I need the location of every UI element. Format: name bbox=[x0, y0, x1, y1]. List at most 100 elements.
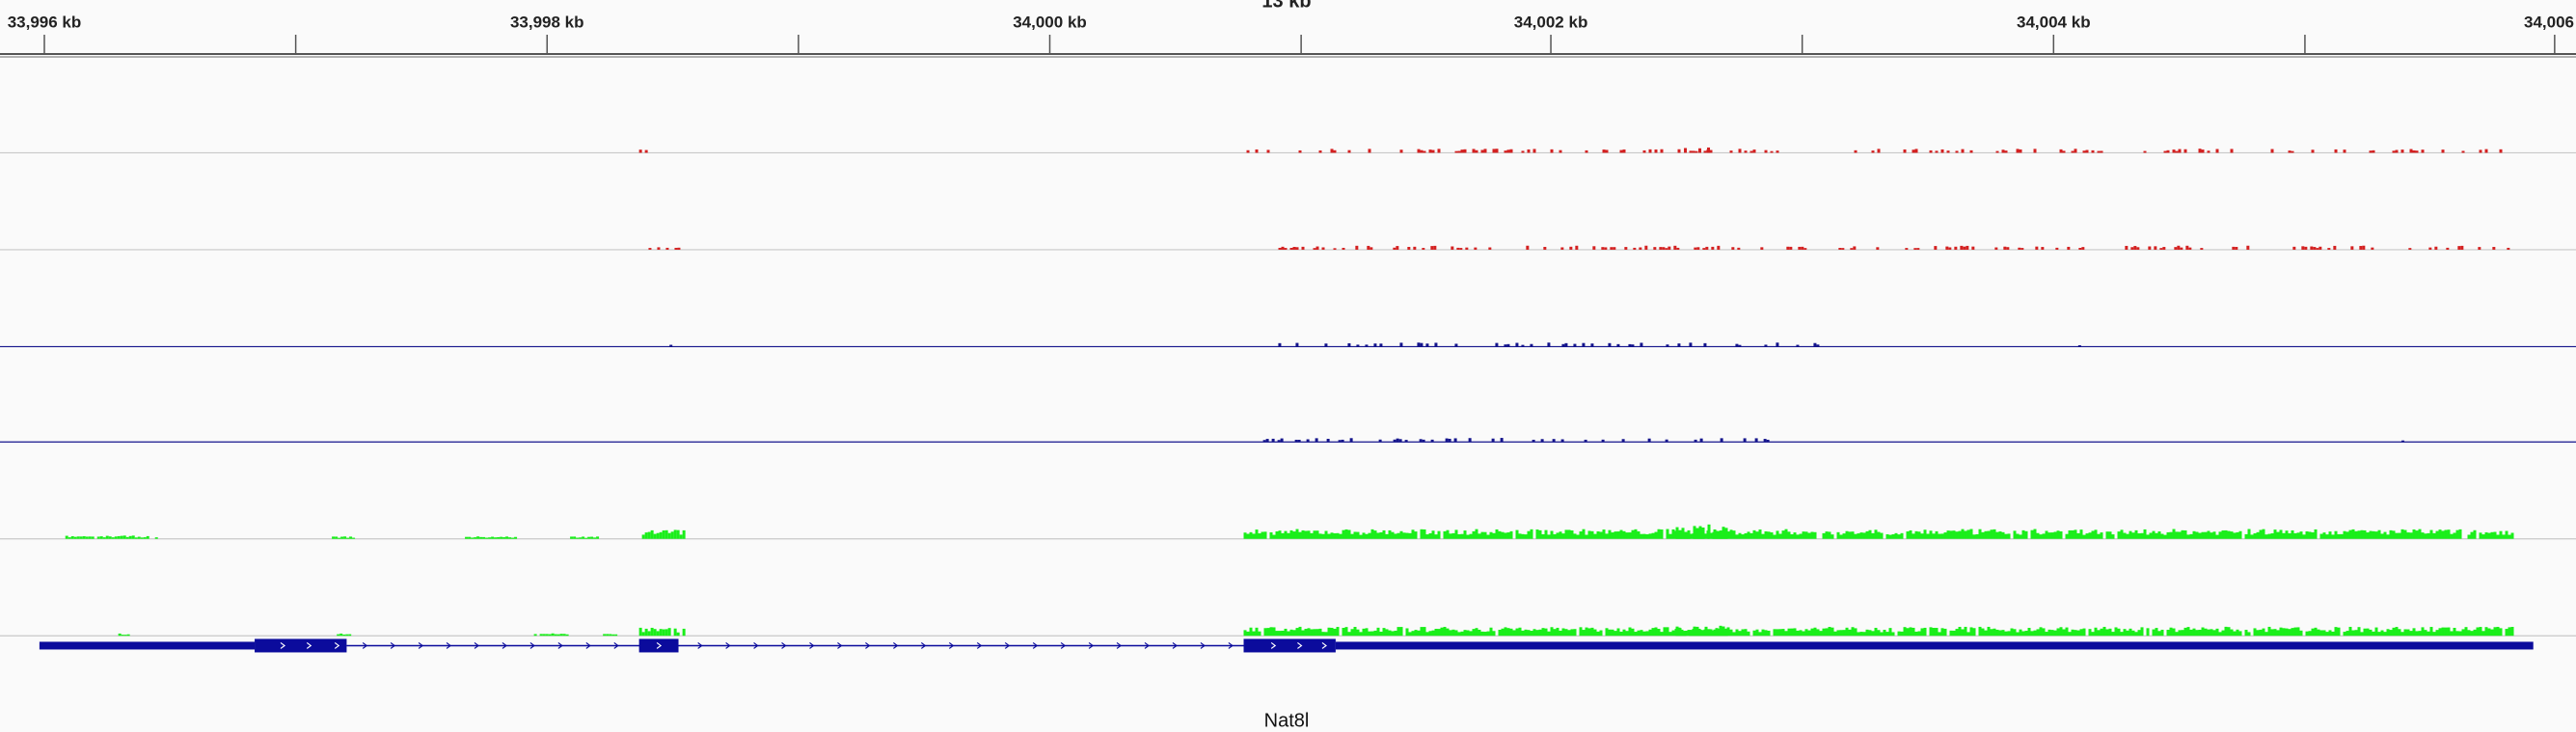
signal-bar bbox=[2053, 630, 2057, 637]
signal-bar bbox=[1449, 533, 1452, 539]
signal-bar bbox=[1483, 531, 1487, 539]
signal-bar bbox=[1916, 248, 1920, 250]
signal-bar bbox=[1877, 149, 1881, 153]
signal-bar bbox=[1738, 631, 1742, 637]
signal-bar bbox=[1599, 630, 1603, 637]
signal-bar bbox=[1356, 629, 1360, 637]
signal-bar bbox=[1912, 149, 1915, 153]
signal-bar bbox=[1541, 628, 1545, 637]
signal-bar bbox=[1333, 149, 1337, 153]
signal-bar bbox=[2172, 149, 2176, 153]
signal-bar bbox=[2079, 529, 2083, 539]
signal-bar bbox=[2097, 533, 2101, 539]
signal-bar bbox=[2481, 631, 2485, 637]
signal-bar bbox=[2441, 530, 2445, 539]
signal-bar bbox=[2354, 630, 2358, 637]
signal-bar bbox=[1741, 629, 1745, 637]
signal-bar bbox=[2366, 628, 2370, 637]
signal-bar bbox=[1726, 531, 1730, 539]
signal-bar bbox=[676, 632, 680, 637]
signal-bar bbox=[1318, 533, 1322, 539]
signal-bar bbox=[2074, 630, 2077, 637]
signal-bar bbox=[2481, 534, 2485, 539]
signal-bar bbox=[1524, 629, 1528, 637]
signal-bar bbox=[1315, 438, 1318, 443]
signal-bar bbox=[1465, 247, 1469, 250]
signal-bar bbox=[2432, 532, 2436, 539]
signal-bar bbox=[1543, 246, 1547, 250]
signal-bar bbox=[1294, 439, 1298, 443]
signal-bar bbox=[1541, 533, 1545, 539]
signal-bar bbox=[1518, 627, 1522, 637]
signal-bar bbox=[1731, 247, 1735, 250]
signal-bar bbox=[1880, 532, 1884, 539]
signal-bar bbox=[2131, 532, 2135, 539]
signal-bar bbox=[2065, 627, 2069, 637]
signal-bar bbox=[1501, 531, 1505, 539]
signal-bar bbox=[1402, 532, 1406, 539]
signal-bar bbox=[1338, 440, 1342, 443]
signal-bar bbox=[1776, 530, 1779, 539]
signal-bar bbox=[2331, 631, 2335, 637]
signal-bar bbox=[1637, 530, 1641, 539]
signal-bar bbox=[1284, 530, 1288, 539]
signal-bar bbox=[1298, 531, 1302, 539]
signal-bar bbox=[1874, 529, 1878, 539]
signal-bar bbox=[1749, 150, 1753, 153]
signal-bar bbox=[1271, 438, 1275, 443]
signal-bar bbox=[1897, 534, 1901, 539]
signal-bar bbox=[2082, 150, 2086, 153]
signal-bar bbox=[1434, 629, 1438, 637]
signal-bar bbox=[2155, 532, 2158, 539]
signal-bar bbox=[126, 634, 130, 637]
signal-bar bbox=[2224, 626, 2228, 637]
signal-bar bbox=[2039, 627, 2043, 637]
signal-bar bbox=[2143, 529, 2147, 539]
signal-bar bbox=[1710, 532, 1714, 539]
signal-bar bbox=[2085, 149, 2089, 153]
signal-bar bbox=[120, 535, 123, 539]
signal-bar bbox=[1914, 631, 1918, 637]
signal-bar bbox=[1443, 530, 1447, 539]
strand-arrow bbox=[1321, 641, 1327, 649]
signal-bar bbox=[1842, 630, 1846, 637]
signal-bar bbox=[2027, 628, 2031, 637]
signal-bar bbox=[1732, 530, 1736, 539]
signal-bar bbox=[2105, 531, 2109, 539]
signal-bar bbox=[1434, 534, 1438, 539]
utr bbox=[1335, 641, 2534, 650]
signal-bar bbox=[117, 535, 121, 539]
signal-bar bbox=[2111, 632, 2115, 637]
strand-arrow bbox=[809, 641, 815, 649]
signal-bar bbox=[2308, 531, 2312, 539]
signal-bar bbox=[1590, 343, 1594, 347]
signal-bar bbox=[1333, 628, 1337, 637]
signal-bar bbox=[2327, 248, 2331, 250]
signal-bar bbox=[352, 537, 356, 539]
signal-bar bbox=[1642, 533, 1646, 539]
signal-bar bbox=[2033, 149, 2037, 153]
signal-bar bbox=[2343, 632, 2346, 637]
signal-bar bbox=[1917, 631, 1921, 637]
signal-bar bbox=[2247, 632, 2251, 637]
signal-bar bbox=[2256, 531, 2260, 539]
signal-bar bbox=[2256, 630, 2260, 637]
signal-bar bbox=[1744, 629, 1748, 637]
signal-bar bbox=[2490, 531, 2494, 539]
signal-bar bbox=[1585, 534, 1588, 539]
signal-bar bbox=[1582, 529, 1586, 539]
signal-bar bbox=[1744, 532, 1748, 539]
signal-bar bbox=[1579, 627, 1583, 637]
signal-bar bbox=[2079, 629, 2083, 637]
ruler-tick-label: 33,996 kb bbox=[8, 13, 82, 31]
signal-bar bbox=[2432, 632, 2436, 637]
signal-bar bbox=[1590, 627, 1594, 637]
signal-bar bbox=[2230, 531, 2234, 539]
signal-bar bbox=[1684, 148, 1688, 153]
signal-bar bbox=[2270, 629, 2274, 637]
signal-bar bbox=[2169, 627, 2173, 637]
signal-bar bbox=[2055, 247, 2059, 250]
signal-bar bbox=[1822, 532, 1826, 539]
signal-bar bbox=[2293, 532, 2297, 539]
signal-bar bbox=[2018, 247, 2021, 250]
